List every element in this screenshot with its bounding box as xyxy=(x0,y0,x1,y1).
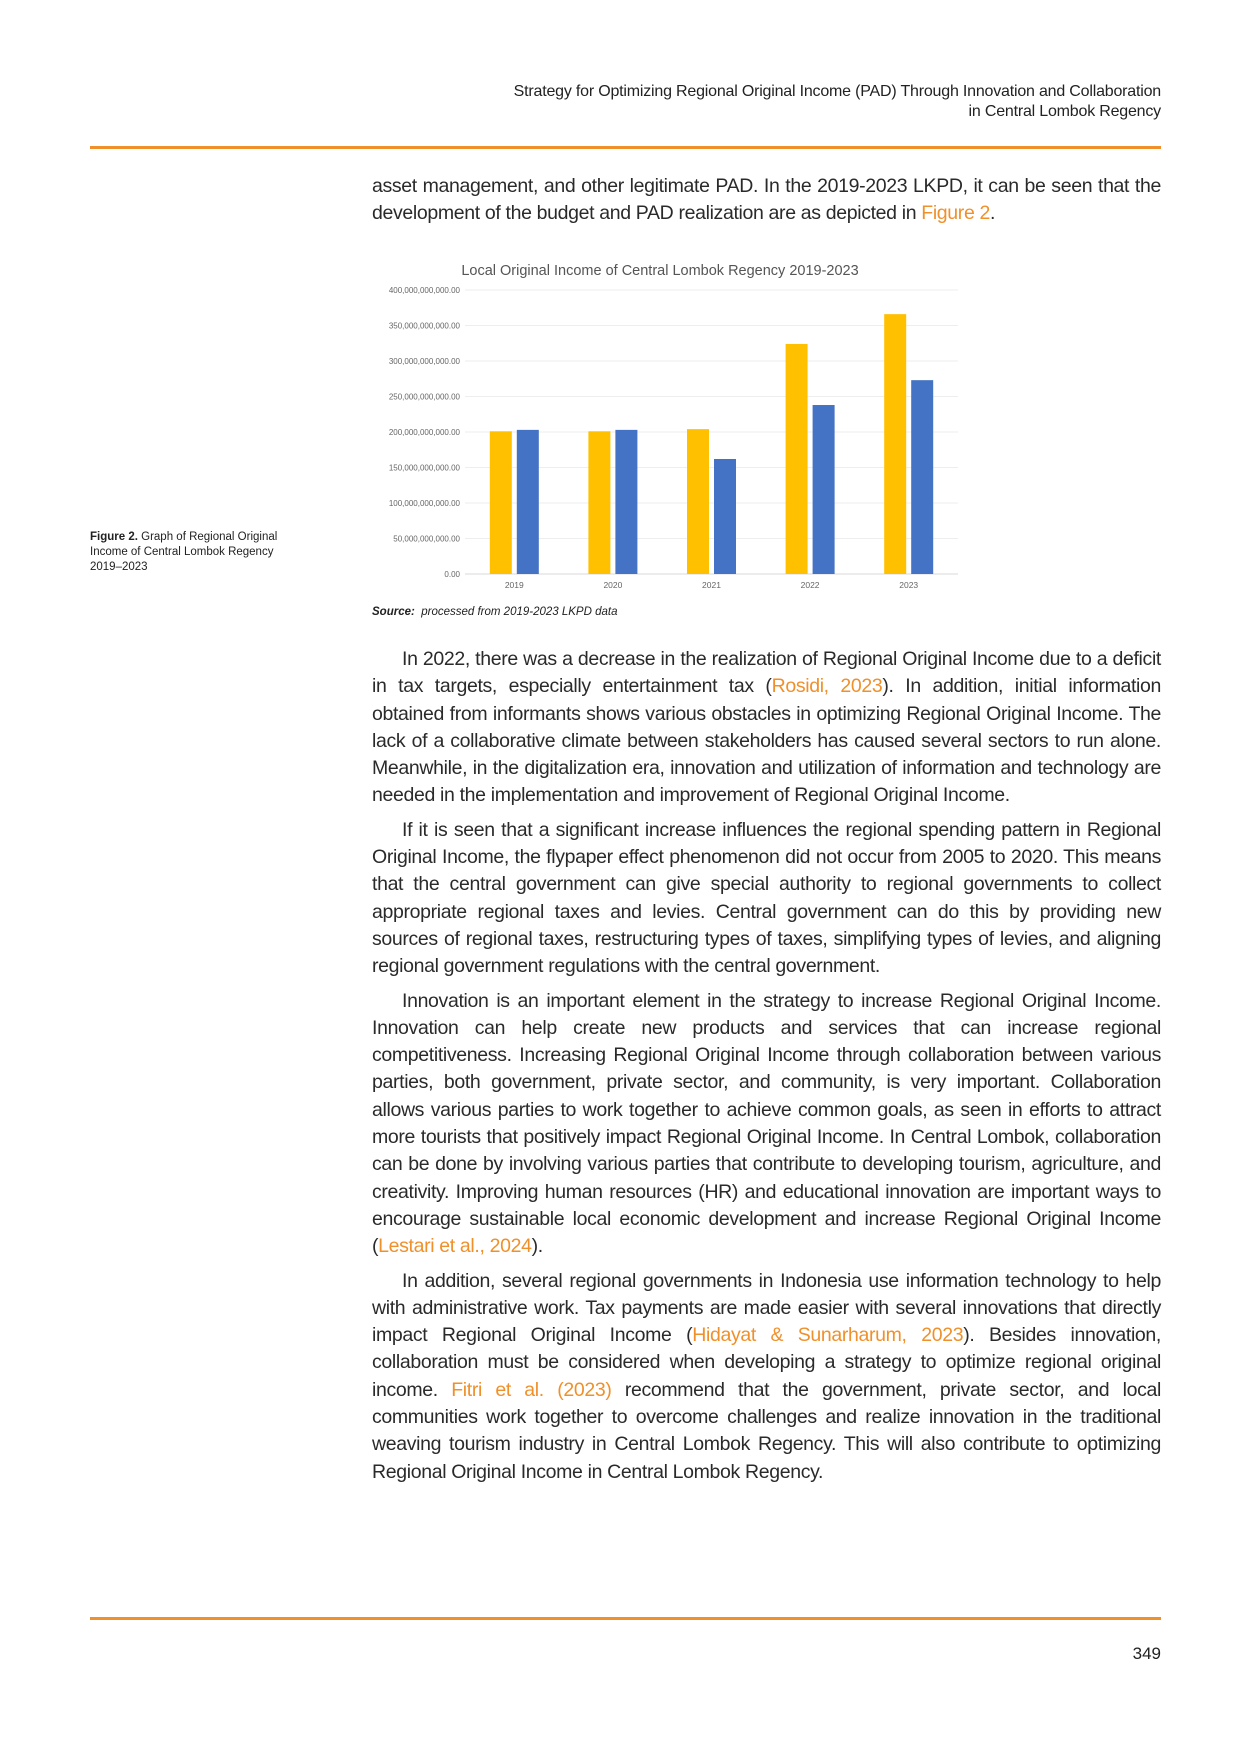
citation-lestari[interactable]: Lestari et al., 2024 xyxy=(378,1235,532,1258)
citation-rosidi[interactable]: Rosidi, 2023 xyxy=(771,675,883,698)
bar-budget-2020 xyxy=(588,431,611,574)
y-tick-label: 0.00 xyxy=(444,570,460,579)
p1-text: In 2022, there was a decrease in the rea… xyxy=(372,648,1161,698)
y-tick-label: 350,000,000,000.00 xyxy=(389,322,461,331)
body-text: In 2022, there was a decrease in the rea… xyxy=(372,646,1161,1486)
y-tick-label: 200,000,000,000.00 xyxy=(389,428,461,437)
paragraph-3: Innovation is an important element in th… xyxy=(372,988,1161,1261)
bar-realization-2020 xyxy=(615,429,638,574)
source-label: Source: xyxy=(372,606,415,618)
p4-text-3: recommend that the government, private s… xyxy=(372,1378,1161,1483)
p1-text-2: ). In addition, initial information obta… xyxy=(372,675,1162,807)
source-text: processed from 2019-2023 LKPD data xyxy=(421,606,618,618)
bar-budget-2019 xyxy=(489,431,512,574)
top-rule xyxy=(90,146,1161,149)
running-header-line2: in Central Lombok Regency xyxy=(968,103,1162,120)
x-tick-label: 2022 xyxy=(801,580,820,590)
citation-fitri[interactable]: Fitri et al. (2023) xyxy=(451,1378,612,1401)
figure-caption-text: Graph of Regional Original Income of Cen… xyxy=(90,531,278,573)
paragraph-4: In addition, several regional government… xyxy=(372,1268,1161,1486)
chart-title: Local Original Income of Central Lombok … xyxy=(461,263,858,279)
p3-text: Innovation is an important element in th… xyxy=(372,989,1161,1258)
paragraph-1: In 2022, there was a decrease in the rea… xyxy=(372,646,1161,810)
p3-text-2: ). xyxy=(531,1235,544,1258)
page-number: 349 xyxy=(1132,1644,1161,1663)
x-tick-label: 2021 xyxy=(702,580,721,590)
figure-label: Figure 2. xyxy=(90,531,138,543)
bottom-rule xyxy=(90,1617,1161,1620)
x-tick-label: 2020 xyxy=(603,580,622,590)
p4-text-2: ). Besides innovation, collaboration mus… xyxy=(372,1324,1161,1401)
bar-realization-2021 xyxy=(714,458,736,574)
intro-end: . xyxy=(990,202,996,225)
y-tick-label: 100,000,000,000.00 xyxy=(389,499,461,508)
figure-source: Source: processed from 2019-2023 LKPD da… xyxy=(372,606,617,618)
bar-budget-2023 xyxy=(884,314,907,574)
y-tick-label: 250,000,000,000.00 xyxy=(389,393,461,402)
figure-caption: Figure 2. Graph of Regional Original Inc… xyxy=(90,530,300,575)
figure-2-link[interactable]: Figure 2 xyxy=(921,202,991,225)
citation-hidayat[interactable]: Hidayat & Sunarharum, 2023 xyxy=(692,1324,964,1347)
y-tick-label: 150,000,000,000.00 xyxy=(389,464,461,473)
intro-text: asset management, and other legitimate P… xyxy=(372,175,1161,225)
bar-realization-2022 xyxy=(812,405,835,574)
bar-chart: Local Original Income of Central Lombok … xyxy=(389,263,958,590)
running-header: Strategy for Optimizing Regional Origina… xyxy=(513,82,1162,122)
bar-realization-2023 xyxy=(911,380,934,574)
x-tick-label: 2023 xyxy=(899,580,918,590)
running-header-line1: Strategy for Optimizing Regional Origina… xyxy=(513,83,1162,100)
y-tick-label: 300,000,000,000.00 xyxy=(389,357,461,366)
x-tick-label: 2019 xyxy=(505,580,524,590)
bar-budget-2022 xyxy=(785,343,808,574)
paragraph-2: If it is seen that a significant increas… xyxy=(372,818,1161,978)
p4-text: In addition, several regional government… xyxy=(372,1269,1161,1347)
y-tick-label: 400,000,000,000.00 xyxy=(389,286,461,295)
bar-budget-2021 xyxy=(687,429,709,574)
y-tick-label: 50,000,000,000.00 xyxy=(393,535,460,544)
bar-realization-2019 xyxy=(516,429,539,574)
intro-paragraph: asset management, and other legitimate P… xyxy=(372,173,1161,228)
